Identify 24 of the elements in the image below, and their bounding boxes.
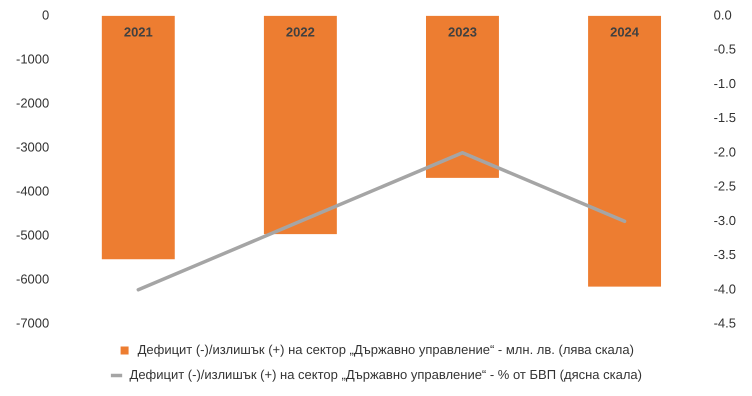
y2-tick-label: 0.0	[714, 7, 732, 22]
y-tick-label: -1000	[16, 51, 50, 66]
x-tick-label: 2023	[448, 24, 477, 40]
y2-tick-label: -2.0	[714, 144, 736, 160]
y2-tick-label: -0.5	[714, 42, 736, 57]
y-tick-label: -4000	[16, 183, 50, 198]
y-tick-label: -2000	[16, 95, 50, 110]
y-tick-label: -6000	[16, 272, 50, 287]
y-tick-label: 0	[42, 7, 50, 22]
legend-label: Дефицит (-)/излишък (+) на сектор „Държавно управление“ - млн. лв. (лява скала)	[138, 342, 634, 358]
y-tick-label: -5000	[16, 228, 50, 243]
x-tick-label: 2024	[610, 24, 640, 40]
y2-tick-label: -1.0	[714, 76, 736, 91]
x-tick-label: 2021	[124, 24, 153, 40]
y-tick-label: -3000	[16, 139, 50, 154]
legend-label: Дефицит (-)/излишък (+) на сектор „Държавно управление“ - % от БВП (дясна скала)	[130, 367, 642, 382]
y-tick-label: -7000	[16, 316, 50, 331]
y2-tick-label: -4.0	[714, 281, 736, 296]
y2-tick-label: -3.5	[714, 247, 736, 262]
x-tick-label: 2022	[286, 24, 315, 40]
y2-tick-label: -1.5	[714, 110, 736, 126]
y2-tick-label: -2.5	[714, 178, 736, 194]
y2-tick-label: -4.5	[714, 316, 736, 331]
y2-tick-label: -3.0	[714, 212, 736, 228]
